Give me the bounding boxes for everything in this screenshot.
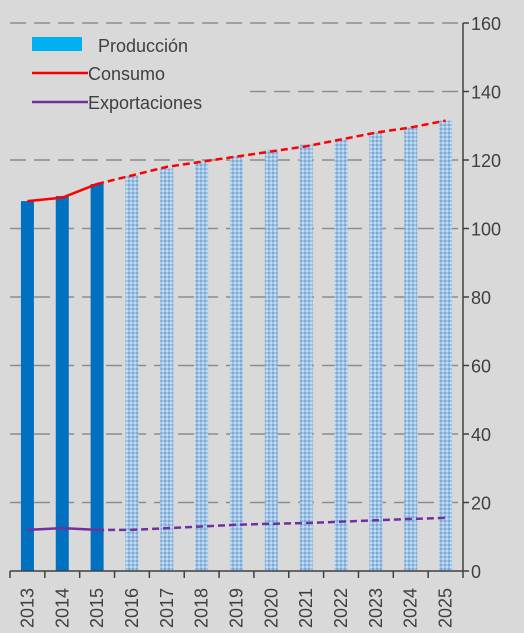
y-tick-label: 140 — [471, 83, 501, 103]
legend-label-consumo: Consumo — [88, 64, 165, 84]
x-tick-label: 2019 — [227, 588, 247, 628]
y-tick-label: 40 — [471, 425, 491, 445]
line-exportaciones-actual — [27, 526, 98, 532]
x-tick-label: 2017 — [157, 588, 177, 628]
bar-produccion — [160, 168, 174, 571]
x-tick-label: 2020 — [261, 588, 281, 628]
line-consumo-actual — [27, 182, 98, 203]
x-tick-label: 2014 — [52, 588, 72, 628]
x-tick-label: 2018 — [192, 588, 212, 628]
bar-produccion — [299, 144, 313, 571]
y-tick-label: 60 — [471, 357, 491, 377]
x-tick-label: 2023 — [366, 588, 386, 628]
line-exportaciones-projected — [97, 516, 446, 532]
legend-swatch-produccion — [32, 37, 82, 51]
x-tick-label: 2016 — [122, 588, 142, 628]
y-tick-label: 160 — [471, 14, 501, 34]
x-tick-label: 2025 — [436, 588, 456, 628]
legend-label-exportaciones: Exportaciones — [88, 93, 202, 113]
y-tick-label: 0 — [471, 562, 481, 582]
line-consumo-projected — [96, 119, 446, 186]
y-tick-label: 80 — [471, 288, 491, 308]
bar-produccion — [55, 195, 69, 571]
bar-produccion — [90, 183, 104, 571]
bar-produccion — [195, 161, 209, 571]
legend-item-produccion: Producción — [32, 36, 188, 56]
x-tick-label: 2015 — [87, 588, 107, 628]
legend-item-consumo: Consumo — [32, 64, 165, 84]
y-tick-label: 100 — [471, 220, 501, 240]
x-tick-label: 2021 — [296, 588, 316, 628]
bar-produccion — [404, 127, 418, 572]
legend-item-exportaciones: Exportaciones — [32, 93, 202, 113]
bar-produccion — [125, 175, 139, 571]
y-tick-label: 20 — [471, 494, 491, 514]
x-ticks: 2013 2014 2015 2016 2017 2018 2019 2020 2021 2022… — [9, 571, 464, 628]
x-tick-label: 2013 — [17, 588, 37, 628]
x-tick-label: 2024 — [401, 588, 421, 628]
bar-produccion — [230, 156, 243, 571]
bar-produccion — [20, 201, 34, 571]
bar-produccion — [264, 149, 278, 571]
x-tick-label: 2022 — [331, 588, 351, 628]
legend-label-produccion: Producción — [98, 36, 188, 56]
bar-produccion — [334, 139, 348, 571]
y-ticks: 0 20 40 60 80 100 120 140 160 — [463, 14, 501, 582]
bar-produccion — [369, 132, 383, 571]
legend: Producción Consumo Exportaciones — [0, 24, 250, 120]
bars — [20, 120, 453, 572]
bar-produccion — [439, 120, 453, 572]
lines — [27, 119, 446, 532]
y-tick-label: 120 — [471, 151, 501, 171]
